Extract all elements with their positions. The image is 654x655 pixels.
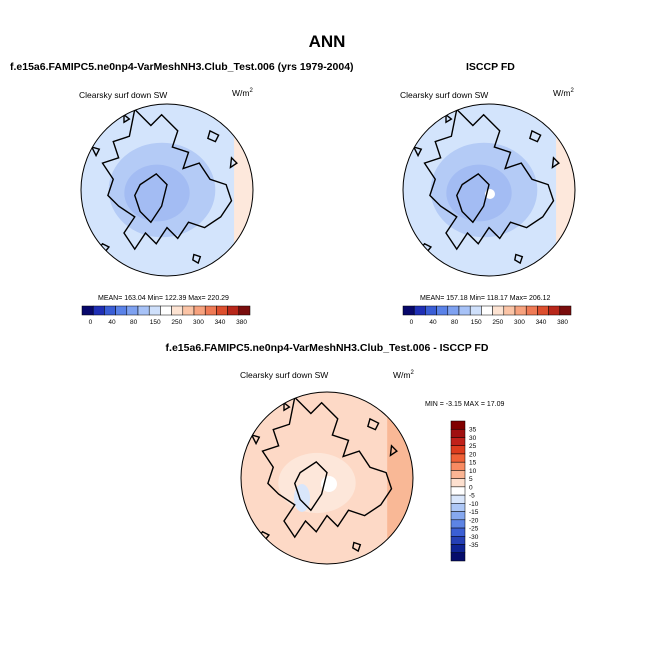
colorbar-box (450, 486, 466, 496)
colorbar-tick-label: 15 (469, 460, 477, 467)
colorbar-box (450, 503, 466, 512)
coastline-island (412, 145, 423, 158)
colorbar-tick-label: 80 (130, 319, 138, 326)
colorbar-box (450, 527, 466, 537)
colorbar-tick-label: 30 (469, 435, 477, 442)
coastline-continents (261, 395, 393, 539)
colorbar-tick-label: -5 (469, 493, 475, 500)
colorbar-box (450, 544, 466, 554)
left-units-label: W/m2 (232, 88, 253, 98)
right-variable-label: Clearsky surf down SW (400, 90, 489, 100)
right-panel-title: ISCCP FD (466, 61, 515, 73)
colorbar-box (450, 437, 466, 446)
left-stats: MEAN= 163.04 Min= 122.39 Max= 220.29 (98, 295, 229, 302)
map-border (240, 391, 414, 565)
colorbar-tick-label: 150 (150, 319, 161, 326)
colorbar-tick-label: -30 (469, 534, 479, 541)
map-coastlines (90, 107, 238, 265)
coastline-greenland (455, 172, 490, 224)
map-core-region (124, 164, 190, 222)
colorbar-tick-label: 10 (469, 468, 477, 475)
coastline-island (367, 417, 380, 431)
colorbar-box (450, 478, 466, 488)
colorbar-tick-label: -10 (469, 501, 479, 508)
colorbar-box (450, 536, 466, 545)
right-stats: MEAN= 157.18 Min= 118.17 Max= 206.12 (420, 295, 551, 302)
colorbar-tick-label: 380 (236, 319, 247, 326)
coastline-island (229, 156, 238, 169)
coastline-continents (423, 107, 555, 251)
colorbar-box (559, 305, 572, 316)
colorbar-tick-label: 25 (469, 443, 477, 450)
colorbar-tick-label: 35 (469, 427, 477, 434)
coastline-island (123, 113, 131, 124)
diff-units-label: W/m2 (393, 370, 414, 380)
coastline-greenland (133, 172, 168, 224)
coastline-island (207, 129, 220, 143)
coastline-island (90, 145, 101, 158)
colorbar-tick-label: 80 (451, 319, 459, 326)
colorbar-tick-label: 340 (215, 319, 226, 326)
left-variable-label: Clearsky surf down SW (79, 90, 168, 100)
colorbar-tick-label: 0 (89, 319, 93, 326)
colorbar-tick-label: 40 (108, 319, 116, 326)
colorbar-box (238, 305, 251, 316)
colorbar-tick-label: 300 (514, 319, 525, 326)
colorbar-box (450, 511, 466, 521)
coastline-island (389, 444, 398, 457)
diff-variable-label: Clearsky surf down SW (240, 370, 329, 380)
coastline-island (250, 433, 261, 446)
diff-stats: MIN = -3.15 MAX = 17.09 (425, 401, 505, 408)
coastline-continents (101, 107, 233, 251)
colorbar-tick-label: 150 (471, 319, 482, 326)
colorbar-box (450, 445, 466, 455)
coastline-island (514, 253, 524, 265)
colorbar-tick-label: -35 (469, 542, 479, 549)
colorbar-box (450, 428, 466, 438)
colorbar-tick-label: 40 (429, 319, 437, 326)
left-panel-title: f.e15a6.FAMIPC5.ne0np4-VarMeshNH3.Club_T… (10, 61, 354, 73)
colorbar-tick-label: 5 (469, 476, 473, 483)
diff-panel-title: f.e15a6.FAMIPC5.ne0np4-VarMeshNH3.Club_T… (165, 342, 489, 354)
coastline-island (551, 156, 560, 169)
figure-title: ANN (308, 32, 346, 51)
colorbar-box (450, 494, 466, 504)
colorbar-box (450, 453, 466, 463)
colorbar-box (450, 519, 466, 529)
colorbar-tick-label: 0 (410, 319, 414, 326)
coastline-island (283, 401, 291, 412)
colorbar-box (450, 420, 466, 430)
colorbar-box (450, 461, 466, 471)
right-units-label: W/m2 (553, 88, 574, 98)
coastline-island (352, 541, 362, 553)
colorbar-box (450, 552, 466, 562)
colorbar-tick-label: 380 (557, 319, 568, 326)
colorbar-tick-label: 20 (469, 451, 477, 458)
colorbar-tick-label: 250 (171, 319, 182, 326)
colorbar-tick-label: 300 (193, 319, 204, 326)
map-border (80, 103, 254, 277)
coastline-island (529, 129, 542, 143)
coastline-greenland (293, 460, 328, 512)
coastline-island (445, 113, 453, 124)
colorbar-tick-label: 250 (492, 319, 503, 326)
colorbar-tick-label: 340 (536, 319, 547, 326)
map-core-region (446, 164, 512, 222)
colorbar-box (450, 470, 466, 479)
map-border (402, 103, 576, 277)
map-coastlines (250, 395, 398, 553)
coastline-island (192, 253, 202, 265)
colorbar-tick-label: -20 (469, 517, 479, 524)
colorbar-tick-label: -25 (469, 526, 479, 533)
colorbar-tick-label: -15 (469, 509, 479, 516)
colorbar-tick-label: 0 (469, 484, 473, 491)
